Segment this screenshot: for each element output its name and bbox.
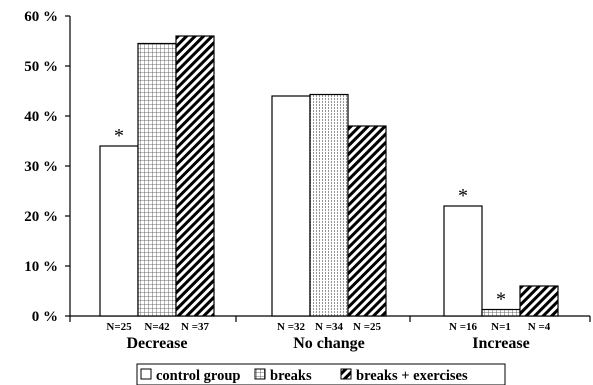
n-label: N =25 bbox=[353, 321, 381, 333]
y-tick-label: 60 % bbox=[24, 9, 58, 25]
bar-control-group-no-change bbox=[271, 95, 311, 317]
n-label: N=25 bbox=[106, 321, 132, 333]
legend-swatch bbox=[140, 368, 152, 380]
legend-box bbox=[136, 363, 506, 385]
legend-label: control group bbox=[156, 368, 240, 384]
n-label: N =37 bbox=[181, 321, 209, 333]
data-labels: N=25 * N=42 N =37 Decrease N =32 N =34 N =25 No … bbox=[106, 125, 550, 352]
legend-label: breaks + exercises bbox=[356, 368, 468, 384]
bar-breaks-exercises-no-change bbox=[347, 125, 387, 317]
category-label: Increase bbox=[472, 335, 529, 352]
y-tick-label: 0 % bbox=[32, 309, 58, 325]
bar-breaks-no-change bbox=[309, 93, 349, 317]
y-tick-label: 40 % bbox=[24, 109, 58, 125]
y-tick-label: 30 % bbox=[24, 159, 58, 175]
n-label: N =4 bbox=[528, 321, 551, 333]
significance-star: * bbox=[458, 185, 468, 207]
bar-breaks-exercises-decrease bbox=[175, 35, 215, 317]
y-tick-label: 10 % bbox=[24, 259, 58, 275]
bars bbox=[99, 35, 559, 317]
legend-swatch bbox=[254, 368, 266, 380]
y-tick-label: 50 % bbox=[24, 59, 58, 75]
n-label: N=1 bbox=[491, 321, 511, 333]
category-label: Decrease bbox=[127, 335, 188, 352]
bar-control-group-increase bbox=[443, 205, 483, 317]
bar-breaks-exercises-increase bbox=[519, 285, 559, 317]
legend-label: breaks bbox=[270, 368, 312, 384]
n-label: N =16 bbox=[449, 321, 477, 333]
y-tick-label: 20 % bbox=[24, 209, 58, 225]
legend: control group breaks breaks + exercises bbox=[136, 363, 506, 385]
bar-control-group-decrease bbox=[99, 145, 139, 317]
category-label: No change bbox=[293, 335, 365, 352]
legend-swatch bbox=[340, 368, 352, 380]
n-label: N=42 bbox=[144, 321, 170, 333]
bar-breaks-decrease bbox=[137, 42, 177, 317]
n-label: N =32 bbox=[277, 321, 305, 333]
significance-star: * bbox=[496, 289, 506, 311]
n-label: N =34 bbox=[315, 321, 343, 333]
significance-star: * bbox=[114, 125, 124, 147]
